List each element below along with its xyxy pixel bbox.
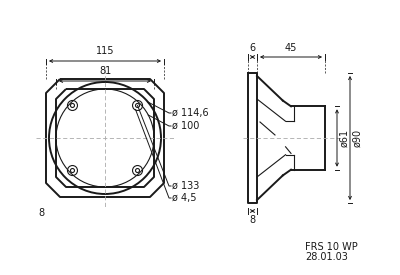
- Text: ø 100: ø 100: [172, 121, 199, 131]
- Text: 81: 81: [99, 66, 111, 76]
- Text: 6: 6: [250, 43, 256, 53]
- Text: 8: 8: [38, 208, 44, 218]
- Text: ø90: ø90: [352, 129, 362, 147]
- Text: 28.01.03: 28.01.03: [305, 252, 348, 262]
- Text: 115: 115: [96, 46, 114, 56]
- Text: ø 4,5: ø 4,5: [172, 193, 196, 203]
- Text: 45: 45: [285, 43, 297, 53]
- Text: ø 114,6: ø 114,6: [172, 108, 209, 118]
- Text: ø61: ø61: [339, 129, 349, 147]
- Text: ø 133: ø 133: [172, 181, 199, 191]
- Text: 8: 8: [250, 215, 256, 225]
- Text: FRS 10 WP: FRS 10 WP: [305, 242, 358, 252]
